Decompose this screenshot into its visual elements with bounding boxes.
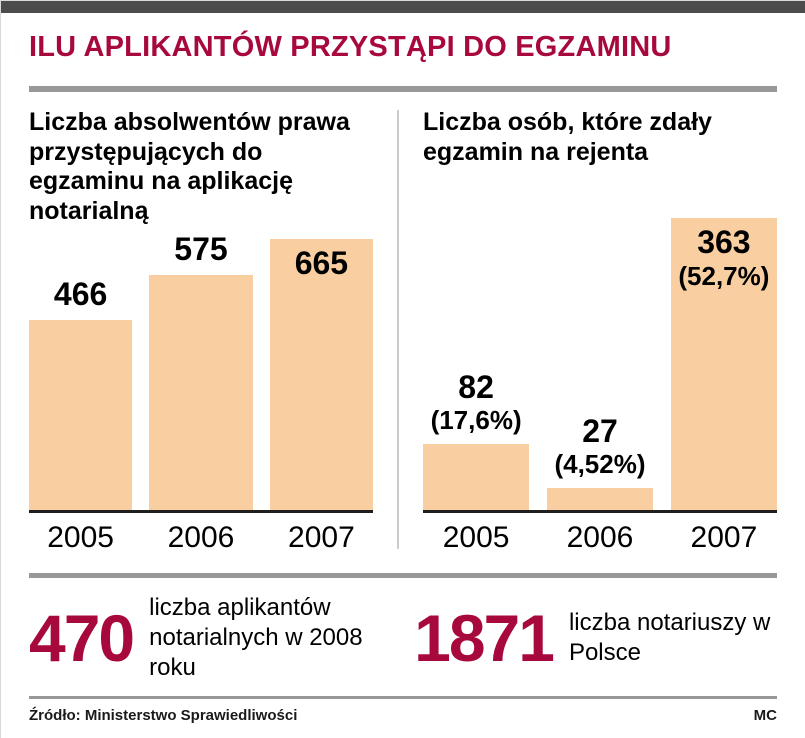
- bar-value-label: 363 (52,7%): [678, 224, 770, 291]
- stat-notaries-number: 1871: [414, 601, 555, 675]
- chart-right-categories: 2005 2006 2007: [423, 513, 777, 555]
- chart-right-title: Liczba osób, które zdały egzamin na reje…: [423, 108, 712, 166]
- bar: [29, 320, 133, 510]
- bar-column: 665: [269, 239, 373, 510]
- bar-column: 82 (17,6%): [423, 368, 530, 510]
- charts-divider: [397, 110, 399, 549]
- stats-divider: [29, 573, 777, 578]
- category-label: 2007: [288, 521, 355, 554]
- bar-value-label: 82 (17,6%): [430, 368, 522, 436]
- stat-apprentices-number: 470: [29, 601, 135, 675]
- chart-left-axis: [29, 510, 373, 513]
- bar: [149, 275, 253, 510]
- header-divider: [29, 86, 777, 92]
- chart-right: Liczba osób, które zdały egzamin na reje…: [423, 108, 777, 555]
- bar: 665: [269, 239, 373, 510]
- chart-left: Liczba absolwentów prawa przystępujących…: [29, 108, 373, 555]
- top-bar: [1, 1, 805, 13]
- bar-column: 27 (4,52%): [546, 412, 654, 510]
- stat-notaries: 1871 liczba notariuszy w Polsce: [414, 605, 779, 671]
- chart-left-categories: 2005 2006 2007: [29, 513, 373, 555]
- bar: 363 (52,7%): [670, 218, 777, 510]
- stat-apprentices: 470 liczba aplikantów notarialnych w 200…: [29, 593, 414, 683]
- bar-column: 466: [29, 276, 133, 510]
- category-label: 2006: [566, 521, 634, 554]
- charts-row: Liczba absolwentów prawa przystępujących…: [29, 108, 777, 555]
- category-label: 2005: [442, 521, 510, 554]
- stats-row: 470 liczba aplikantów notarialnych w 200…: [29, 590, 777, 686]
- content-area: ILU APLIKANTÓW PRZYSTĄPI DO EGZAMINU Lic…: [1, 31, 805, 730]
- category-label: 2006: [167, 521, 235, 554]
- page-title: ILU APLIKANTÓW PRZYSTĄPI DO EGZAMINU: [29, 31, 672, 63]
- chart-left-plot: 466 575 665: [29, 208, 373, 510]
- footer: Źródło: Ministerstwo Sprawiedliwości MC: [29, 699, 777, 730]
- bar: [546, 488, 654, 510]
- category-label: 2007: [690, 521, 758, 554]
- bar-value-label: 665: [294, 245, 349, 281]
- bar-value-label: 466: [53, 276, 108, 313]
- source-credit: Źródło: Ministerstwo Sprawiedliwości: [29, 707, 298, 724]
- chart-left-title: Liczba absolwentów prawa przystępujących…: [29, 108, 350, 225]
- bar: [423, 444, 530, 510]
- author-initials: MC: [753, 707, 777, 724]
- bar-column: 363 (52,7%): [670, 218, 777, 510]
- bar-column: 575: [149, 231, 253, 510]
- bar-value-label: 27 (4,52%): [554, 412, 646, 480]
- stat-notaries-label: liczba notariuszy w Polsce: [568, 609, 771, 666]
- chart-right-plot: 82 (17,6%) 27 (4,52%) 363 (52,7%): [423, 208, 777, 510]
- bar-value-label: 575: [174, 231, 228, 268]
- category-label: 2005: [47, 521, 114, 554]
- footer-divider: [29, 696, 777, 699]
- chart-right-axis: [423, 510, 777, 513]
- stat-apprentices-label: liczba aplikantów notarialnych w 2008 ro…: [149, 594, 363, 681]
